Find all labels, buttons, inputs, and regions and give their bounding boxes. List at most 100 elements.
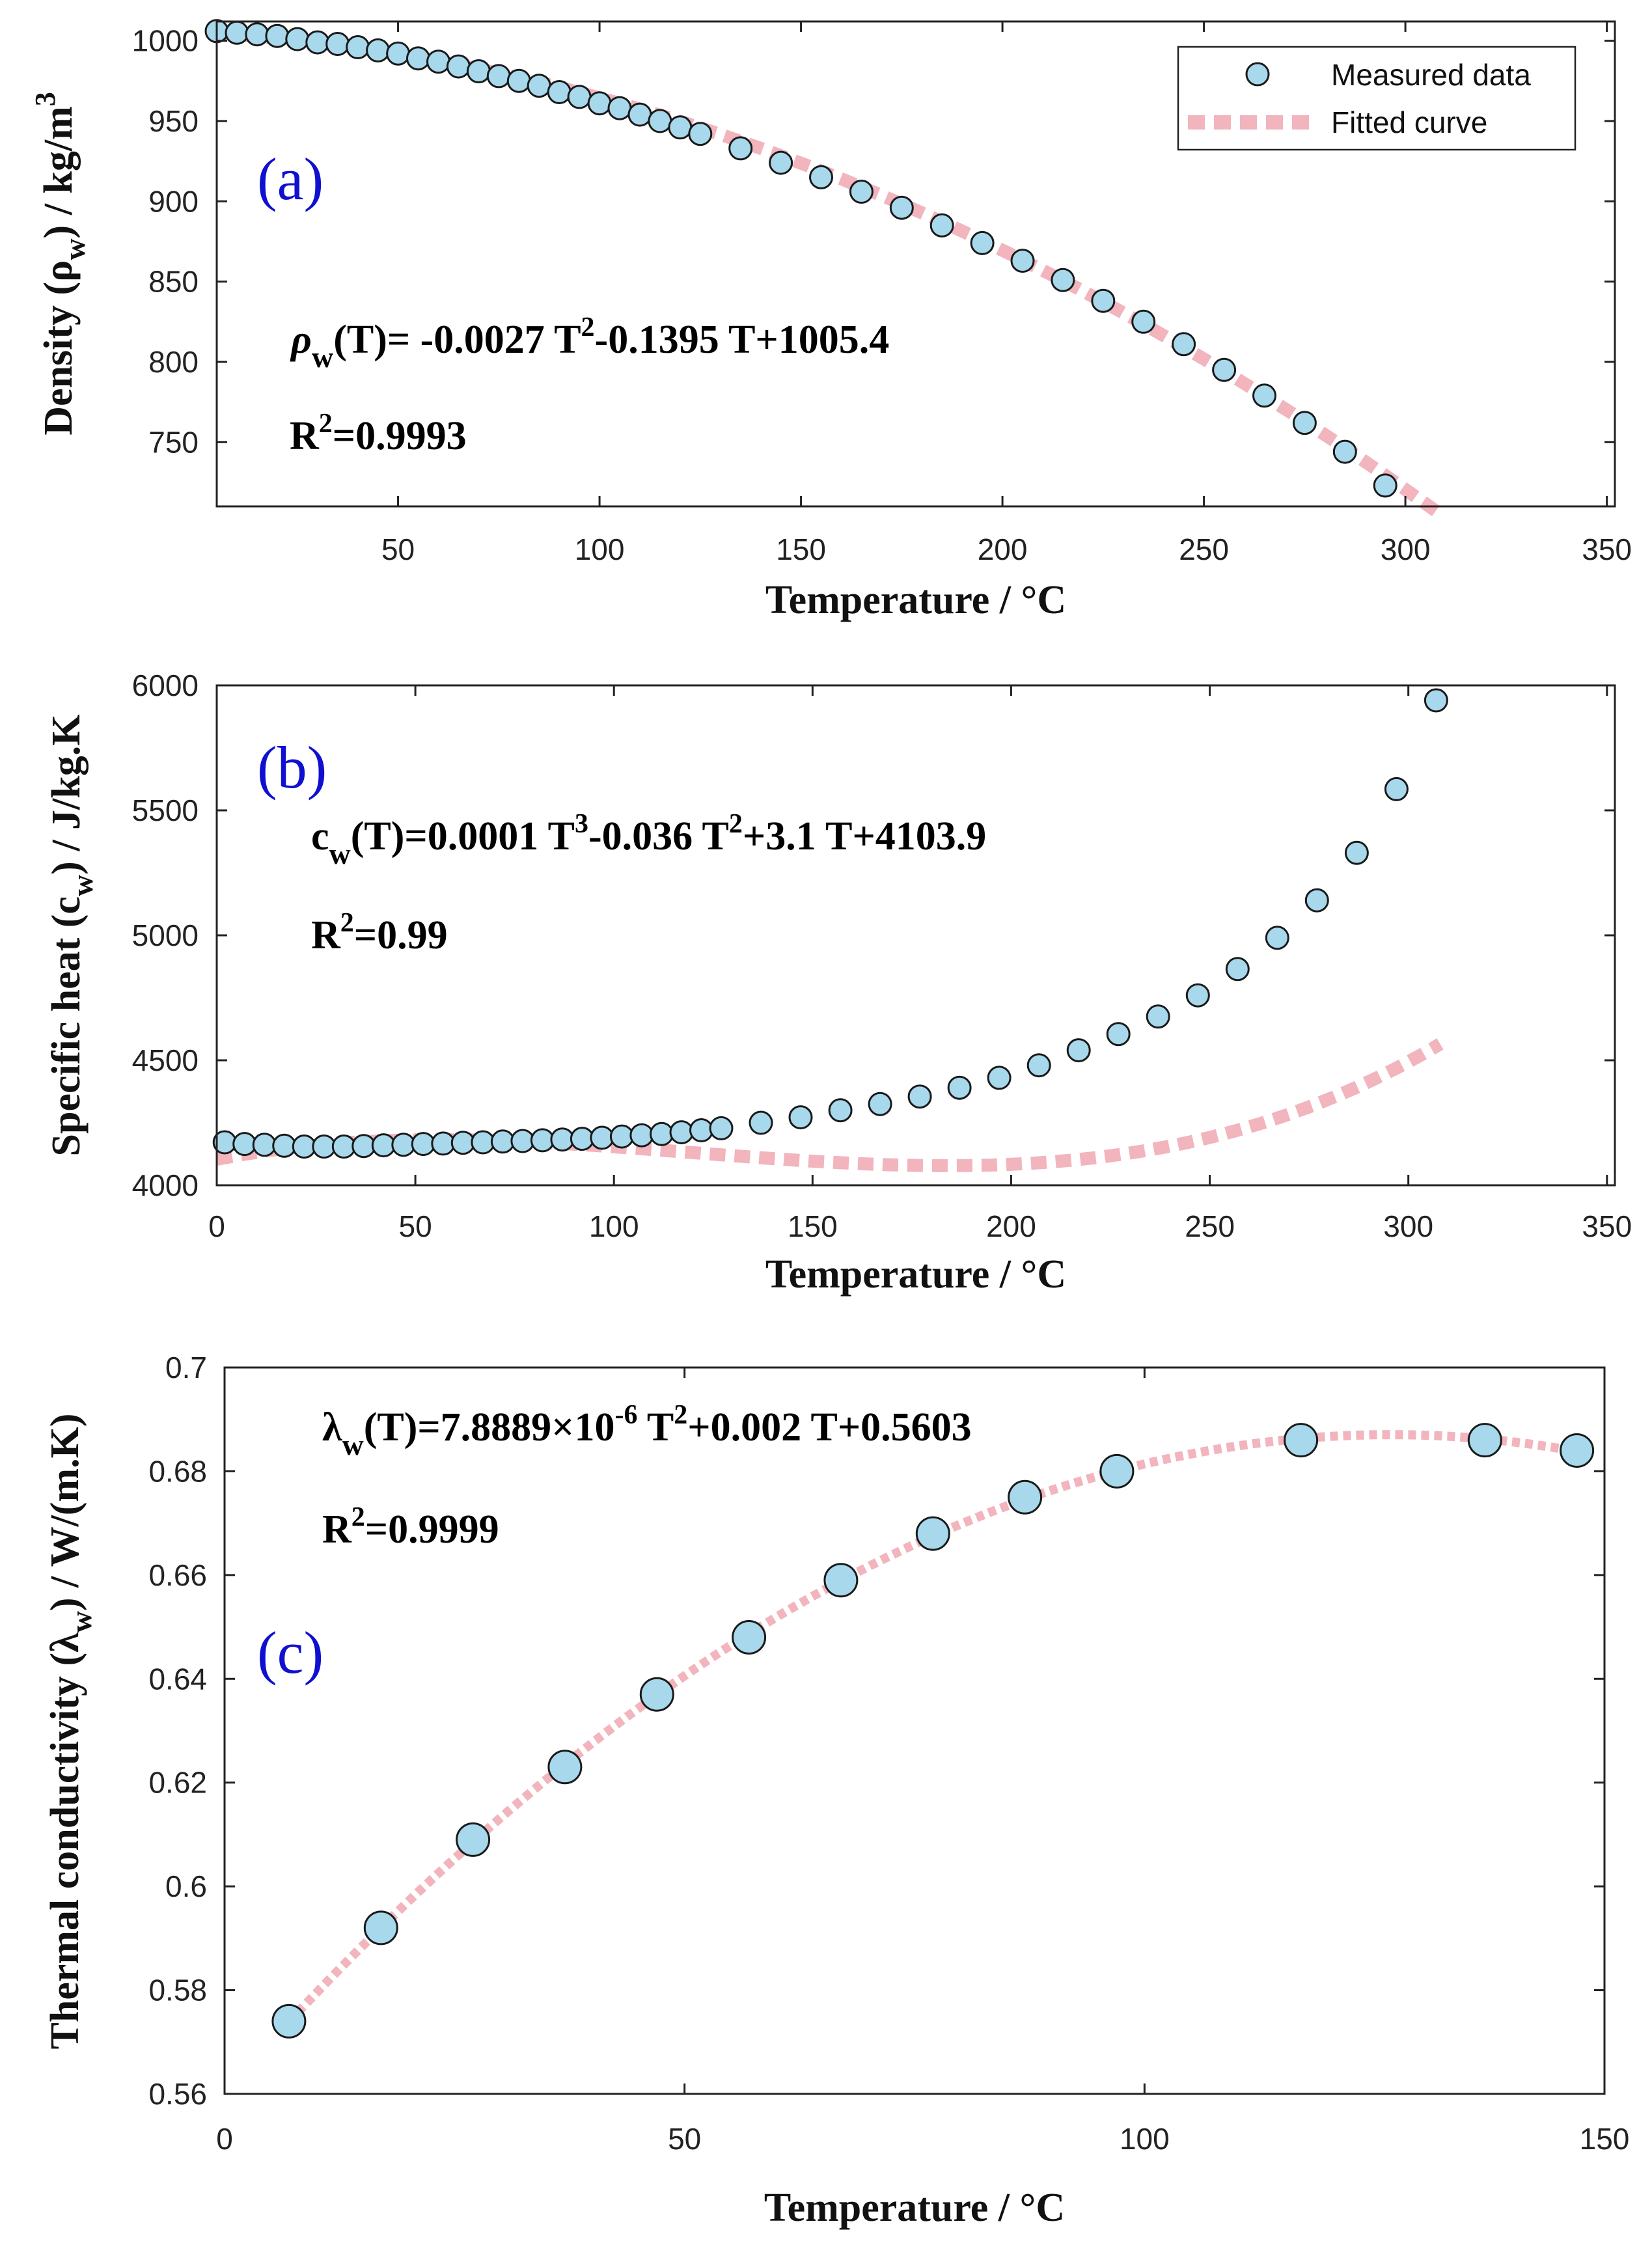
y-tick-label: 0.56 [148, 2077, 207, 2111]
data-point [709, 1116, 734, 1140]
data-point [1560, 1433, 1595, 1468]
data-point [510, 1129, 535, 1153]
y-tick-label: 4500 [132, 1043, 199, 1077]
data-point [567, 85, 592, 109]
data-point [252, 1133, 277, 1157]
data-point [271, 2003, 307, 2039]
data-point [363, 1910, 398, 1945]
r-squared: R2=0.9999 [322, 1502, 499, 1552]
x-tick-label: 250 [1179, 532, 1229, 566]
data-point [265, 23, 290, 48]
data-point [688, 122, 713, 146]
data-point [1091, 288, 1116, 313]
y-axis-label: Specific heat (cw) / J/kg.K [44, 715, 99, 1157]
data-point [431, 1131, 456, 1156]
data-point [530, 1128, 555, 1153]
data-point [823, 1563, 859, 1598]
data-point [1051, 268, 1075, 292]
data-point [587, 91, 612, 116]
data-point [346, 35, 370, 59]
y-tick-label: 5500 [132, 793, 199, 827]
y-tick-label: 0.68 [148, 1454, 207, 1488]
legend: Measured data Fitted curve [1177, 46, 1576, 151]
data-point [607, 96, 632, 120]
plot-area-frame [223, 1366, 1606, 2095]
data-point [466, 59, 491, 83]
x-tick-label: 0 [216, 2122, 233, 2156]
data-point [305, 30, 330, 55]
data-point [689, 1118, 713, 1142]
data-point [1099, 1453, 1135, 1489]
data-point [527, 74, 551, 98]
data-point [947, 1075, 972, 1100]
y-tick-label: 800 [148, 345, 199, 379]
data-point [1332, 439, 1357, 464]
data-point [371, 1133, 396, 1158]
data-point [1252, 383, 1276, 408]
legend-fitted-label: Fitted curve [1331, 105, 1487, 139]
y-axis-label: Thermal conductivity (λw) / W/(m.K) [43, 1414, 98, 2050]
chart-density: 50 100 150 200 250 300 350 750 800 850 900 950 1000… [29, 19, 1632, 622]
data-point [386, 41, 411, 66]
data-point [929, 213, 954, 238]
x-tick-label: 350 [1582, 532, 1632, 566]
x-tick-label: 300 [1383, 1209, 1433, 1243]
data-point [547, 80, 571, 104]
x-tick-label: 150 [1580, 2122, 1630, 2156]
data-point [506, 68, 531, 93]
data-point [809, 165, 833, 189]
x-axis-label: Temperature / °C [765, 578, 1066, 622]
equation: ρw(T)= -0.0027 T2-0.1395 T+1005.4 [290, 312, 889, 374]
data-point [570, 1127, 594, 1151]
data-point [668, 115, 693, 140]
chart-thermal-conductivity: 0 50 100 150 0.56 0.58 0.6 0.62 0.64 0.66 0.68 0.7… [43, 1351, 1629, 2230]
data-point [889, 195, 914, 220]
y-tick-label: 0.58 [148, 1973, 207, 2007]
data-point [1467, 1423, 1502, 1458]
y-tick-label: 950 [148, 104, 199, 138]
data-point [1292, 411, 1317, 435]
x-tick-label: 0 [208, 1209, 225, 1243]
y-tick-label: 1000 [132, 24, 199, 58]
y-tick-label: 750 [148, 425, 199, 459]
data-point [915, 1516, 950, 1551]
data-point [411, 1132, 435, 1157]
data-point [987, 1066, 1012, 1090]
x-tick-label: 250 [1185, 1209, 1235, 1243]
data-point [1344, 840, 1369, 865]
y-tick-label: 6000 [132, 668, 199, 702]
data-point [1373, 473, 1397, 498]
data-point [732, 1620, 767, 1655]
data-point [627, 102, 652, 127]
data-point [749, 1110, 773, 1135]
data-point [1008, 1479, 1043, 1515]
y-tick-label: 900 [148, 184, 199, 218]
y-tick-label: 0.7 [165, 1351, 207, 1384]
x-tick-label: 300 [1381, 532, 1431, 566]
data-point [788, 1105, 813, 1130]
x-tick-label: 200 [986, 1209, 1036, 1243]
data-point [366, 38, 391, 62]
data-point [669, 1120, 694, 1145]
equation: cw(T)=0.0001 T3-0.036 T2+3.1 T+4103.9 [311, 809, 986, 870]
data-point [446, 54, 471, 79]
data-point [1212, 357, 1237, 382]
x-tick-label: 50 [668, 2122, 701, 2156]
x-tick-label: 50 [399, 1209, 432, 1243]
data-point [648, 109, 672, 133]
data-point [351, 1134, 376, 1159]
data-point [245, 22, 269, 47]
y-tick-label: 0.64 [148, 1662, 207, 1696]
x-tick-label: 150 [776, 532, 826, 566]
data-point [728, 136, 753, 161]
panel-label: (a) [257, 146, 324, 212]
data-point [1010, 249, 1035, 273]
data-point [1146, 1004, 1170, 1029]
data-point [550, 1127, 575, 1152]
data-point [1185, 983, 1210, 1008]
y-tick-label: 5000 [132, 918, 199, 952]
r-squared: R2=0.9993 [290, 409, 467, 458]
data-point [450, 1131, 475, 1155]
data-point [1066, 1038, 1091, 1063]
